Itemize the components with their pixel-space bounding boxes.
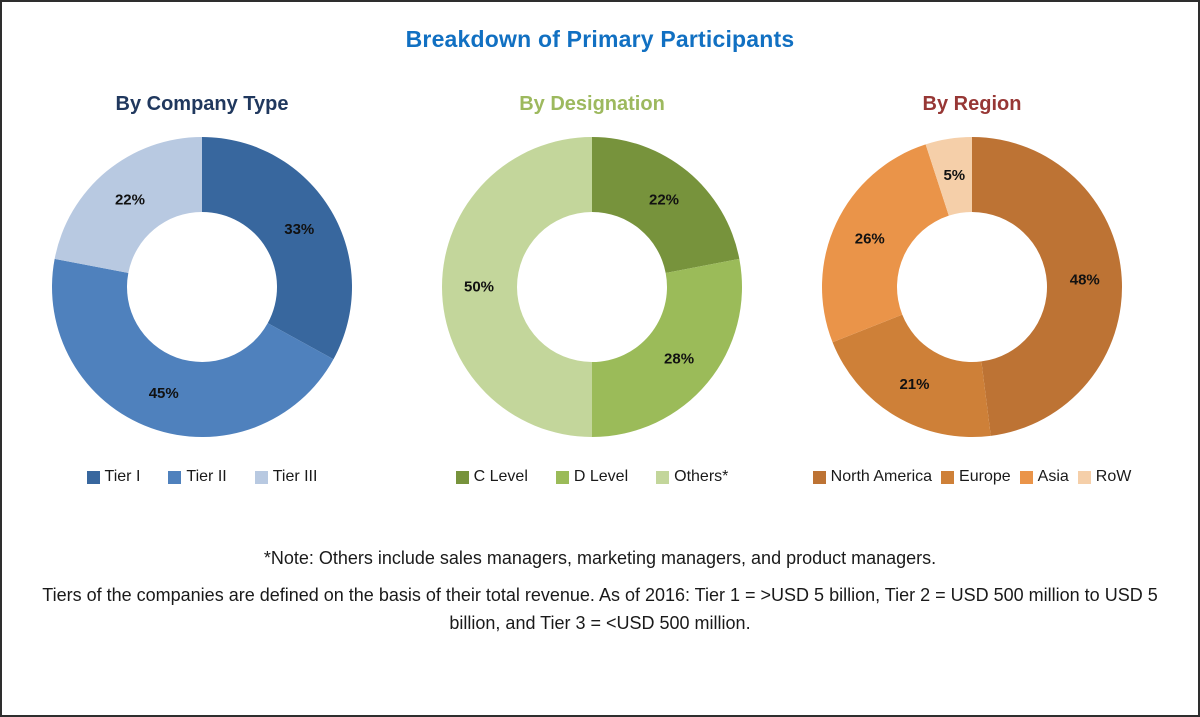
legend-item-d-level: D Level bbox=[555, 468, 629, 486]
charts-row: By Company Type 33% 45% 22% Tier I Tier II T… bbox=[2, 93, 1198, 486]
slice-d-level bbox=[592, 258, 742, 437]
slice-others bbox=[442, 137, 592, 437]
slice-value-label-tier-i: 33% bbox=[284, 221, 314, 238]
legend-swatch-asia bbox=[1019, 470, 1033, 484]
slice-value-label-asia: 26% bbox=[855, 230, 885, 247]
footnotes: *Note: Others include sales managers, ma… bbox=[2, 548, 1198, 638]
legend-label-europe: Europe bbox=[959, 468, 1011, 485]
legend-swatch-row bbox=[1077, 470, 1091, 484]
legend-by-company-type: Tier I Tier II Tier III bbox=[32, 468, 372, 486]
legend-item-asia: Asia bbox=[1019, 468, 1069, 486]
slice-row bbox=[925, 137, 972, 216]
legend-item-tier-iii: Tier III bbox=[254, 468, 318, 486]
legend-item-europe: Europe bbox=[941, 468, 1011, 486]
legend-label-d-level: D Level bbox=[573, 468, 629, 485]
legend-swatch-tier-i bbox=[86, 470, 100, 484]
note-others: *Note: Others include sales managers, ma… bbox=[263, 548, 937, 568]
donut-plot-area: 22% 28% 50% bbox=[437, 132, 747, 442]
slice-c-level bbox=[592, 137, 740, 273]
donut-plot-area: 33% 45% 22% bbox=[47, 132, 357, 442]
donut-plot-area: 48% 21% 26% 5% bbox=[817, 132, 1127, 442]
slice-value-label-tier-ii: 45% bbox=[149, 385, 179, 402]
slice-value-label-north-america: 48% bbox=[1070, 271, 1100, 288]
donut-chart-by-designation: By Designation 22% 28% 50% C Level D Level O… bbox=[422, 93, 762, 486]
legend-label-c-level: C Level bbox=[473, 468, 528, 485]
slice-tier-i bbox=[202, 137, 353, 360]
slice-north-america bbox=[972, 137, 1123, 436]
donut-svg: 22% 28% 50% bbox=[442, 137, 742, 437]
legend-swatch-north-america bbox=[812, 470, 826, 484]
page-title: Breakdown of Primary Participants bbox=[405, 26, 795, 52]
note-tier-definition: Tiers of the companies are defined on th… bbox=[42, 585, 1158, 633]
legend-label-tier-iii: Tier III bbox=[272, 468, 318, 485]
slice-value-label-europe: 21% bbox=[899, 376, 929, 393]
donut-svg: 48% 21% 26% 5% bbox=[822, 137, 1123, 438]
legend-item-c-level: C Level bbox=[455, 468, 528, 486]
slice-value-label-row: 5% bbox=[943, 167, 965, 184]
slice-value-label-tier-iii: 22% bbox=[115, 191, 145, 208]
legend-swatch-c-level bbox=[455, 470, 469, 484]
donut-svg: 33% 45% 22% bbox=[52, 137, 353, 438]
legend-swatch-d-level bbox=[555, 470, 569, 484]
slice-tier-ii bbox=[52, 258, 334, 438]
slice-europe bbox=[832, 314, 991, 438]
chart-title-by-region: By Region bbox=[922, 93, 1022, 115]
slice-value-label-c-level: 22% bbox=[649, 191, 679, 208]
legend-label-tier-i: Tier I bbox=[104, 468, 141, 485]
donut-chart-by-company-type: By Company Type 33% 45% 22% Tier I Tier II T… bbox=[32, 93, 372, 486]
legend-swatch-tier-ii bbox=[168, 470, 182, 484]
slice-value-label-d-level: 28% bbox=[664, 351, 694, 368]
legend-swatch-others bbox=[656, 470, 670, 484]
legend-by-region: North America Europe Asia RoW bbox=[802, 468, 1142, 486]
slice-asia bbox=[822, 144, 949, 343]
legend-item-tier-i: Tier I bbox=[86, 468, 141, 486]
legend-label-others: Others* bbox=[674, 468, 729, 485]
legend-item-tier-ii: Tier II bbox=[168, 468, 227, 486]
chart-title-by-company-type: By Company Type bbox=[115, 93, 289, 115]
legend-label-tier-ii: Tier II bbox=[186, 468, 227, 485]
legend-item-others: Others* bbox=[656, 468, 728, 486]
legend-label-asia: Asia bbox=[1037, 468, 1069, 485]
legend-item-row: RoW bbox=[1077, 468, 1132, 486]
legend-by-designation: C Level D Level Others* bbox=[422, 468, 762, 486]
chart-title-by-designation: By Designation bbox=[519, 93, 665, 115]
legend-swatch-europe bbox=[941, 470, 955, 484]
legend-label-north-america: North America bbox=[830, 468, 933, 485]
slice-tier-iii bbox=[54, 137, 202, 273]
donut-chart-by-region: By Region 48% 21% 26% 5% North America Europ… bbox=[802, 93, 1142, 486]
legend-label-row: RoW bbox=[1095, 468, 1132, 485]
legend-item-north-america: North America bbox=[812, 468, 933, 486]
legend-swatch-tier-iii bbox=[254, 470, 268, 484]
slice-value-label-others: 50% bbox=[464, 279, 494, 296]
